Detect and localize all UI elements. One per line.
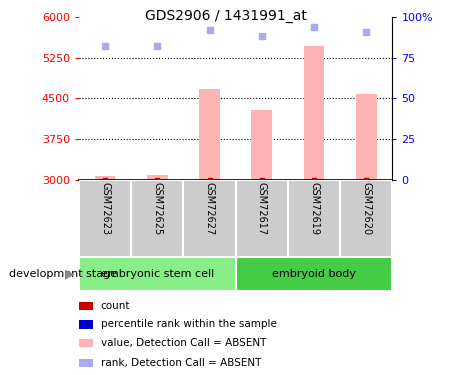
Point [154,177,161,183]
Text: GSM72617: GSM72617 [257,182,267,236]
Bar [236,180,288,257]
Bar [236,257,392,291]
Point [363,177,370,183]
Point [101,43,109,49]
Bar [79,257,236,291]
Text: embryonic stem cell: embryonic stem cell [101,269,214,279]
Bar [79,180,131,257]
Bar [304,46,324,180]
Text: development stage: development stage [9,269,117,279]
Bar [184,180,236,257]
Bar [131,180,184,257]
Text: ▶: ▶ [65,267,74,280]
Bar [79,302,93,310]
Point [363,28,370,34]
Bar [199,88,220,180]
Point [101,177,109,183]
Bar [79,359,93,368]
Text: percentile rank within the sample: percentile rank within the sample [101,320,277,329]
Text: GSM72619: GSM72619 [309,182,319,235]
Text: GSM72627: GSM72627 [204,182,215,236]
Bar [79,339,93,347]
Bar [79,320,93,328]
Text: GSM72623: GSM72623 [100,182,110,236]
Bar [356,94,377,180]
Bar [95,177,115,180]
Text: count: count [101,301,130,311]
Point [310,24,318,30]
Point [206,177,213,183]
Bar [147,175,168,180]
Bar [288,180,340,257]
Bar [340,180,392,257]
Point [258,177,265,183]
Text: GSM72625: GSM72625 [152,182,162,236]
Point [258,33,265,39]
Point [154,43,161,49]
Text: GSM72620: GSM72620 [361,182,371,236]
Text: value, Detection Call = ABSENT: value, Detection Call = ABSENT [101,338,266,348]
Text: embryoid body: embryoid body [272,269,356,279]
Bar [251,110,272,180]
Point [206,27,213,33]
Text: rank, Detection Call = ABSENT: rank, Detection Call = ABSENT [101,358,261,368]
Text: GDS2906 / 1431991_at: GDS2906 / 1431991_at [145,9,306,23]
Point [310,177,318,183]
